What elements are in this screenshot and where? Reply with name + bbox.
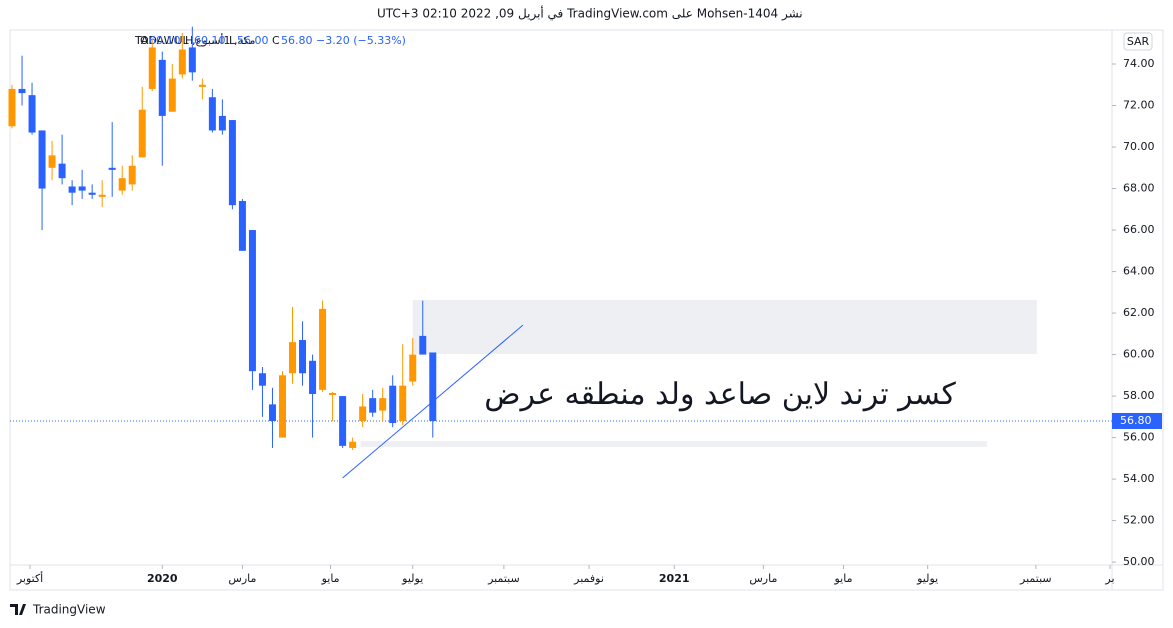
candle-body [409,354,417,382]
annotation: كسر ترند لاين صاعد ولد منطقه عرض [484,377,956,412]
y-tick-label: 72.00 [1123,99,1155,112]
y-tick-label: 74.00 [1123,57,1155,70]
frame [9,29,1164,591]
candle-body [228,120,236,206]
candle-body [98,194,106,197]
candle-body [28,95,36,133]
candle-body [429,352,437,421]
high-label: H [185,34,193,47]
close-label: C [272,34,280,47]
change-value: −3.20 (−5.33%) [316,34,406,47]
last-price-box [1112,412,1162,429]
plot: 50.00 52.00 54.00 56.00 58.00 60.00 62.00 64.00… [8,26,1162,585]
candle-body [38,130,46,189]
candle-body [319,308,327,390]
logo-icon [10,604,26,615]
candle-body [218,115,226,131]
close-value: 56.80 [281,34,313,47]
x-tick-label: مايو [321,572,340,585]
x-tick-label: 2020 [147,572,178,585]
candle-body [178,49,186,75]
x-tick-label: يوليو [916,572,938,585]
brand: TradingView [32,603,106,617]
candle-body [339,396,347,446]
y-tick-label: 54.00 [1123,472,1155,485]
candle-body [268,404,276,421]
candle-body [68,186,76,193]
low-label: L [229,34,236,47]
candle-body [359,406,367,421]
candle-body [88,192,96,195]
y-tick-label: 64.00 [1123,265,1155,278]
candle-body [278,375,286,438]
candle-body [208,97,216,131]
trend-line [342,324,524,479]
x-tick-label: 2021 [659,572,690,585]
zone-box [412,299,1037,354]
candle-body [18,88,26,94]
candle-body [248,230,256,372]
x-tick-label: مايو [834,572,853,585]
candle-body [389,385,397,424]
y-tick-label: 56.00 [1123,431,1155,444]
candle-body [399,385,407,421]
x-tick-label: يوليو [401,572,423,585]
candle-body [168,78,176,112]
y-tick-label: 62.00 [1123,306,1155,319]
x-tick-label: سبتمبر [487,572,520,585]
currency-box[interactable] [1123,32,1153,51]
candle-body [419,335,427,355]
y-tick-label: 66.00 [1123,223,1155,236]
last-price-label: 56.80 [1120,414,1152,427]
y-tick-label: 70.00 [1123,140,1155,153]
candle-body [158,59,166,116]
candle-body [238,201,246,251]
candle-body [58,163,66,179]
currency[interactable]: SAR [1127,35,1150,48]
y-tick-label: 52.00 [1123,514,1155,527]
candle-body [258,373,266,386]
x-tick-label: بر [1104,572,1114,585]
candle-body [329,392,337,396]
y-tick-label: 68.00 [1123,182,1155,195]
candle-body [188,47,196,73]
publish-info: نشر Mohsen-1404 على TradingView.com في أ… [377,6,803,22]
x-tick-label: نوفمبر [573,572,604,585]
low-value: 56.00 [237,34,269,47]
x-tick-label: مارس [228,572,256,585]
candle-body [128,165,136,185]
legend: مكة, 1أسبوع, TADAWUL O 60.10 H 60.10 L 5… [134,33,406,47]
candle-body [369,398,377,413]
candle-body [78,186,86,191]
candle-body [108,167,116,170]
candle-body [148,47,156,89]
y-tick-label: 60.00 [1123,348,1155,361]
candle-body [309,360,317,394]
candle-body [118,178,126,191]
y-tick-label: 50.00 [1123,555,1155,568]
candle-body [198,84,206,87]
zone-box [360,441,987,447]
x-tick-label: مارس [749,572,777,585]
candle-body [138,109,146,158]
candle-body [289,342,297,374]
candle-body [8,88,16,127]
candle-body [48,155,56,168]
open-value: 60.10 [149,34,181,47]
candle-body [299,340,307,374]
footer-logo: TradingView [10,603,106,617]
x-tick-label: سبتمبر [1019,572,1052,585]
high-value: 60.10 [194,34,226,47]
candle-body [349,441,357,448]
x-tick-label: أكتوبر [16,571,43,585]
symbol: مكة, 1أسبوع, TADAWUL [134,33,255,47]
candle-body [379,398,387,411]
y-tick-label: 58.00 [1123,389,1155,402]
open-label: O [140,34,149,47]
